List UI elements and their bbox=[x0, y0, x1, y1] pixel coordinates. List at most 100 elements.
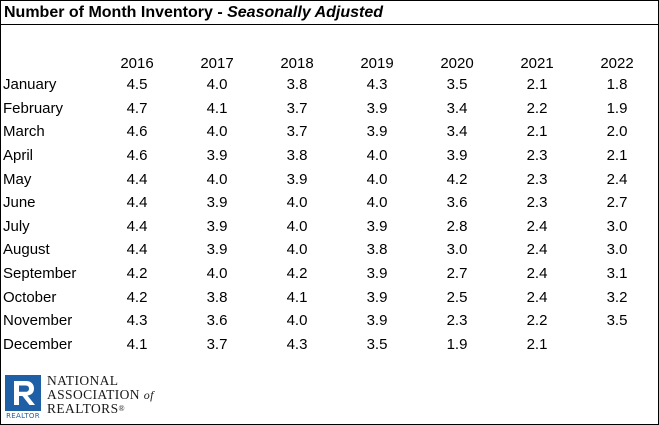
month-label: August bbox=[3, 241, 50, 259]
inventory-value-cell: 2.3 bbox=[526, 147, 548, 165]
table-row: January 4.5 4.0 3.8 4.3 3.5 2.1 1.8 bbox=[3, 73, 657, 97]
inventory-value-cell: 1.9 bbox=[606, 99, 628, 117]
inventory-value-cell: 4.7 bbox=[126, 99, 148, 117]
month-label: July bbox=[3, 217, 30, 235]
year-header: 2021 bbox=[520, 55, 554, 72]
logo-registered-mark: ® bbox=[118, 404, 125, 413]
inventory-value-cell: 3.9 bbox=[366, 123, 388, 141]
inventory-value-cell: 4.4 bbox=[126, 217, 148, 235]
inventory-value-cell: 4.6 bbox=[126, 123, 148, 141]
inventory-value-cell: 3.9 bbox=[206, 147, 228, 165]
inventory-value-cell: 3.9 bbox=[206, 194, 228, 212]
table-row: July 4.4 3.9 4.0 3.9 2.8 2.4 3.0 bbox=[3, 215, 657, 239]
inventory-value-cell: 4.1 bbox=[286, 288, 308, 306]
inventory-value-cell: 4.5 bbox=[126, 76, 148, 94]
inventory-value-cell: 3.6 bbox=[446, 194, 468, 212]
table-row: November 4.3 3.6 4.0 3.9 2.3 2.2 3.5 bbox=[3, 309, 657, 333]
inventory-value-cell: 3.9 bbox=[206, 217, 228, 235]
inventory-value-cell: 1.9 bbox=[446, 335, 468, 353]
inventory-value-cell: 3.7 bbox=[286, 123, 308, 141]
inventory-value-cell: 4.6 bbox=[126, 147, 148, 165]
inventory-value-cell: 2.3 bbox=[446, 312, 468, 330]
month-label: January bbox=[3, 76, 57, 94]
inventory-value-cell: 4.1 bbox=[206, 99, 228, 117]
inventory-value-cell: 2.3 bbox=[526, 194, 548, 212]
inventory-value-cell: 2.4 bbox=[526, 217, 548, 235]
inventory-value-cell: 3.8 bbox=[366, 241, 388, 259]
table-title: Number of Month Inventory - Seasonally A… bbox=[1, 1, 658, 25]
inventory-table: 2016 2017 2018 2019 2020 2021 2022 Janua… bbox=[3, 47, 657, 356]
inventory-value-cell: 2.8 bbox=[446, 217, 468, 235]
inventory-value-cell: 3.9 bbox=[366, 312, 388, 330]
inventory-value-cell: 3.4 bbox=[446, 123, 468, 141]
inventory-value-cell: 4.3 bbox=[126, 312, 148, 330]
logo-line-3: REALTORS® bbox=[47, 401, 125, 416]
inventory-value-cell: 4.4 bbox=[126, 241, 148, 259]
inventory-value-cell: 4.0 bbox=[206, 265, 228, 283]
year-header: 2018 bbox=[280, 55, 314, 72]
inventory-value-cell: 4.0 bbox=[206, 170, 228, 188]
table-row: June 4.4 3.9 4.0 4.0 3.6 2.3 2.7 bbox=[3, 191, 657, 215]
month-column-header bbox=[3, 47, 97, 73]
inventory-value-cell: 3.4 bbox=[446, 99, 468, 117]
inventory-value-cell: 2.7 bbox=[606, 194, 628, 212]
inventory-value-cell: 3.9 bbox=[366, 99, 388, 117]
inventory-value-cell: 3.8 bbox=[206, 288, 228, 306]
inventory-value-cell: 3.6 bbox=[206, 312, 228, 330]
table-row: December 4.1 3.7 4.3 3.5 1.9 2.1 bbox=[3, 333, 657, 357]
inventory-value-cell: 4.2 bbox=[286, 265, 308, 283]
table-body: January 4.5 4.0 3.8 4.3 3.5 2.1 1.8 February 4.7 4… bbox=[3, 73, 657, 356]
month-label: December bbox=[3, 335, 73, 353]
year-header: 2022 bbox=[600, 55, 634, 72]
table-row: September 4.2 4.0 4.2 3.9 2.7 2.4 3.1 bbox=[3, 262, 657, 286]
month-label: February bbox=[3, 99, 64, 117]
inventory-value-cell: 4.2 bbox=[126, 265, 148, 283]
inventory-value-cell: 3.8 bbox=[286, 147, 308, 165]
header-row: 2016 2017 2018 2019 2020 2021 2022 bbox=[3, 47, 657, 73]
inventory-value-cell: 4.3 bbox=[286, 335, 308, 353]
year-header: 2016 bbox=[120, 55, 154, 72]
inventory-value-cell: 3.0 bbox=[606, 241, 628, 259]
inventory-value-cell: 4.3 bbox=[366, 76, 388, 94]
inventory-value-cell: 4.0 bbox=[286, 241, 308, 259]
inventory-value-cell: 2.4 bbox=[526, 241, 548, 259]
month-label: November bbox=[3, 312, 73, 330]
inventory-value-cell: 3.5 bbox=[446, 76, 468, 94]
inventory-value-cell bbox=[577, 333, 657, 357]
inventory-value-cell: 2.0 bbox=[606, 123, 628, 141]
month-label: May bbox=[3, 170, 32, 188]
inventory-value-cell: 2.1 bbox=[606, 147, 628, 165]
logo-of: of bbox=[143, 388, 154, 402]
inventory-value-cell: 3.5 bbox=[366, 335, 388, 353]
inventory-value-cell: 4.1 bbox=[126, 335, 148, 353]
inventory-value-cell: 3.8 bbox=[286, 76, 308, 94]
logo-line-1: NATIONAL bbox=[47, 373, 119, 388]
inventory-value-cell: 2.3 bbox=[526, 170, 548, 188]
inventory-value-cell: 3.5 bbox=[606, 312, 628, 330]
logo-subtext: REALTOR bbox=[6, 412, 40, 420]
table-row: October 4.2 3.8 4.1 3.9 2.5 2.4 3.2 bbox=[3, 285, 657, 309]
inventory-value-cell: 3.9 bbox=[286, 170, 308, 188]
inventory-value-cell: 2.4 bbox=[606, 170, 628, 188]
table-row: February 4.7 4.1 3.7 3.9 3.4 2.2 1.9 bbox=[3, 97, 657, 121]
month-label: September bbox=[3, 265, 77, 283]
inventory-value-cell: 2.2 bbox=[526, 312, 548, 330]
inventory-value-cell: 3.7 bbox=[206, 335, 228, 353]
year-header: 2019 bbox=[360, 55, 394, 72]
inventory-value-cell: 4.0 bbox=[366, 170, 388, 188]
inventory-value-cell: 2.2 bbox=[526, 99, 548, 117]
inventory-value-cell: 4.0 bbox=[286, 312, 308, 330]
month-label: October bbox=[3, 288, 57, 306]
table-row: April 4.6 3.9 3.8 4.0 3.9 2.3 2.1 bbox=[3, 144, 657, 168]
inventory-value-cell: 3.9 bbox=[366, 288, 388, 306]
inventory-value-cell: 2.4 bbox=[526, 288, 548, 306]
table-row: May 4.4 4.0 3.9 4.0 4.2 2.3 2.4 bbox=[3, 167, 657, 191]
inventory-value-cell: 3.0 bbox=[606, 217, 628, 235]
inventory-value-cell: 4.0 bbox=[206, 123, 228, 141]
inventory-value-cell: 2.1 bbox=[526, 123, 548, 141]
inventory-value-cell: 2.1 bbox=[526, 335, 548, 353]
year-header: 2020 bbox=[440, 55, 474, 72]
table-row: August 4.4 3.9 4.0 3.8 3.0 2.4 3.0 bbox=[3, 238, 657, 262]
title-bold: Number of Month Inventory - bbox=[4, 4, 228, 21]
inventory-value-cell: 1.8 bbox=[606, 76, 628, 94]
